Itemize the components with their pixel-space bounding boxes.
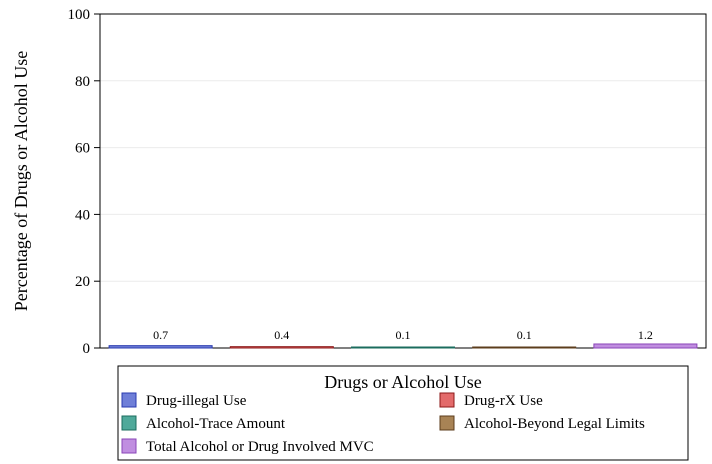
y-tick-label: 20 (75, 274, 90, 290)
legend-entry-label: Total Alcohol or Drug Involved MVC (146, 439, 374, 455)
bar-value-label: 0.1 (396, 328, 411, 342)
grid-lines (100, 80, 706, 282)
plot-area (99, 13, 707, 349)
bar (593, 343, 698, 349)
legend-swatch (121, 392, 137, 408)
bars (108, 343, 698, 349)
y-tick-label: 0 (83, 341, 91, 357)
legend: Drug-illegal Use Drug-rX Use Alcohol-Trace… (121, 392, 645, 455)
legend-entry-label: Drug-illegal Use (146, 393, 247, 409)
bar-value-label: 0.1 (517, 328, 532, 342)
bar-value-label: 0.4 (274, 328, 289, 342)
bar (350, 346, 456, 349)
bar-value-label: 0.7 (153, 328, 168, 342)
y-tick-label: 80 (75, 74, 90, 90)
y-axis-title: Percentage of Drugs or Alcohol Use (11, 51, 31, 311)
legend-title: Drugs or Alcohol Use (324, 372, 481, 392)
y-tick-label: 100 (68, 7, 91, 23)
legend-entry-label: Alcohol-Beyond Legal Limits (464, 416, 645, 432)
legend-swatch (439, 392, 455, 408)
bar (108, 345, 213, 349)
legend-swatch (439, 415, 455, 431)
y-tick-label: 40 (75, 207, 90, 223)
legend-swatch (121, 415, 137, 431)
legend-swatch (121, 438, 137, 454)
legend-box (117, 365, 689, 461)
y-axis: 0 20 40 60 80 100 (68, 7, 100, 357)
legend-entry-label: Drug-rX Use (464, 393, 543, 409)
bar-value-label: 1.2 (638, 328, 653, 342)
data-labels: 0.7 0.4 0.1 0.1 1.2 (153, 328, 653, 342)
y-tick-label: 60 (75, 141, 90, 157)
bar (229, 346, 334, 349)
legend-entry-label: Alcohol-Trace Amount (146, 416, 286, 432)
bar (472, 346, 577, 349)
